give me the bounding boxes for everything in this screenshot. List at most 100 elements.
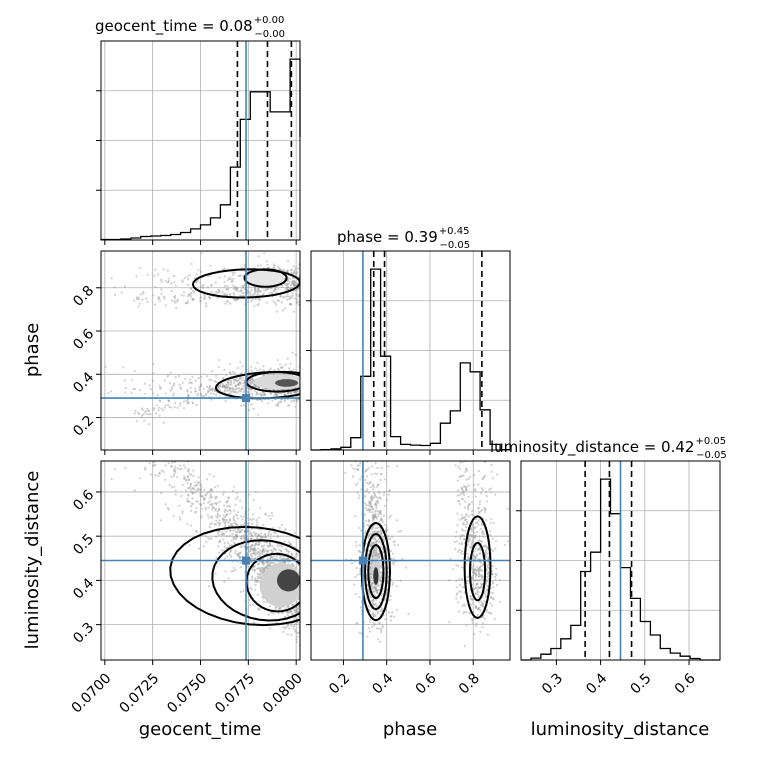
sample-point	[387, 493, 390, 496]
sample-point	[454, 464, 457, 467]
sample-point	[369, 501, 372, 504]
sample-point	[256, 293, 259, 296]
sample-point	[297, 300, 300, 304]
sample-point	[368, 591, 371, 594]
sample-point	[293, 284, 296, 287]
sample-point	[369, 508, 372, 511]
sample-point	[191, 290, 195, 293]
sample-point	[282, 626, 285, 629]
sample-point	[294, 267, 297, 270]
sample-point	[264, 513, 267, 516]
sample-point	[473, 569, 476, 572]
sample-point	[134, 425, 136, 427]
sample-point	[490, 470, 493, 473]
sample-point	[192, 298, 195, 301]
sample-point	[371, 537, 374, 540]
truth-marker	[358, 556, 367, 565]
sample-point	[480, 586, 483, 589]
sample-point	[232, 529, 235, 532]
sample-point	[339, 425, 341, 427]
sample-point	[207, 536, 210, 540]
sample-point	[247, 523, 250, 527]
sample-point	[280, 269, 283, 272]
sample-point	[296, 389, 299, 392]
sample-point	[174, 297, 177, 300]
sample-point	[251, 380, 254, 383]
sample-point	[258, 567, 261, 570]
sample-point	[289, 284, 293, 287]
sample-point	[261, 561, 264, 564]
sample-point	[352, 456, 354, 458]
sample-point	[376, 540, 379, 543]
sample-point	[235, 535, 238, 538]
sample-point	[480, 575, 484, 578]
sample-point	[480, 577, 483, 580]
sample-point	[286, 285, 289, 288]
y-tick-label: 0.4	[70, 369, 97, 396]
sample-point	[486, 572, 489, 576]
sample-point	[455, 564, 458, 567]
sample-point	[285, 550, 288, 553]
sample-point	[146, 407, 149, 410]
histogram-bin	[470, 372, 480, 450]
sample-point	[254, 367, 257, 370]
sample-point	[149, 413, 152, 416]
sample-point	[250, 388, 253, 391]
sample-point	[239, 561, 242, 565]
sample-point	[380, 517, 383, 520]
sample-point	[138, 302, 141, 305]
sample-point	[255, 393, 258, 396]
sample-point	[474, 605, 477, 608]
sample-point	[135, 275, 138, 278]
sample-point	[234, 390, 237, 393]
sample-point	[293, 269, 296, 272]
sample-point	[473, 569, 476, 572]
sample-point	[233, 381, 236, 384]
sample-point	[368, 609, 371, 612]
sample-point	[137, 298, 140, 301]
sample-point	[474, 488, 477, 491]
sample-point	[380, 579, 383, 583]
sample-point	[96, 393, 98, 395]
sample-point	[475, 573, 478, 577]
sample-point	[240, 515, 243, 518]
sample-point	[375, 591, 378, 595]
sample-point	[221, 518, 224, 521]
sample-point	[249, 378, 252, 381]
sample-point	[191, 375, 194, 378]
sample-point	[229, 549, 232, 553]
sample-point	[264, 534, 267, 537]
sample-point	[116, 431, 118, 433]
sample-point	[179, 402, 182, 405]
sample-point	[356, 468, 359, 471]
sample-point	[260, 550, 263, 553]
sample-point	[226, 519, 229, 522]
sample-point	[484, 545, 487, 548]
sample-point	[371, 587, 374, 590]
sample-point	[373, 530, 376, 533]
sample-point	[368, 501, 371, 504]
sample-point	[199, 385, 202, 388]
histogram-bin	[260, 92, 270, 240]
sample-point	[232, 569, 235, 573]
sample-point	[272, 547, 276, 550]
sample-point	[216, 501, 219, 504]
sample-point	[200, 495, 203, 498]
sample-point	[123, 285, 126, 288]
sample-point	[253, 569, 256, 572]
sample-point	[149, 388, 152, 391]
sample-point	[268, 543, 271, 546]
sample-point	[255, 580, 258, 583]
sample-point	[379, 610, 382, 613]
sample-point	[172, 275, 175, 278]
sample-point	[250, 575, 254, 578]
sample-point	[370, 583, 373, 586]
sample-point	[224, 570, 227, 573]
sample-point	[195, 500, 198, 503]
sample-point	[197, 476, 200, 479]
sample-point	[294, 390, 297, 394]
sample-point	[207, 490, 210, 494]
sample-point	[281, 366, 284, 369]
sample-point	[286, 557, 289, 560]
sample-point	[463, 506, 467, 509]
